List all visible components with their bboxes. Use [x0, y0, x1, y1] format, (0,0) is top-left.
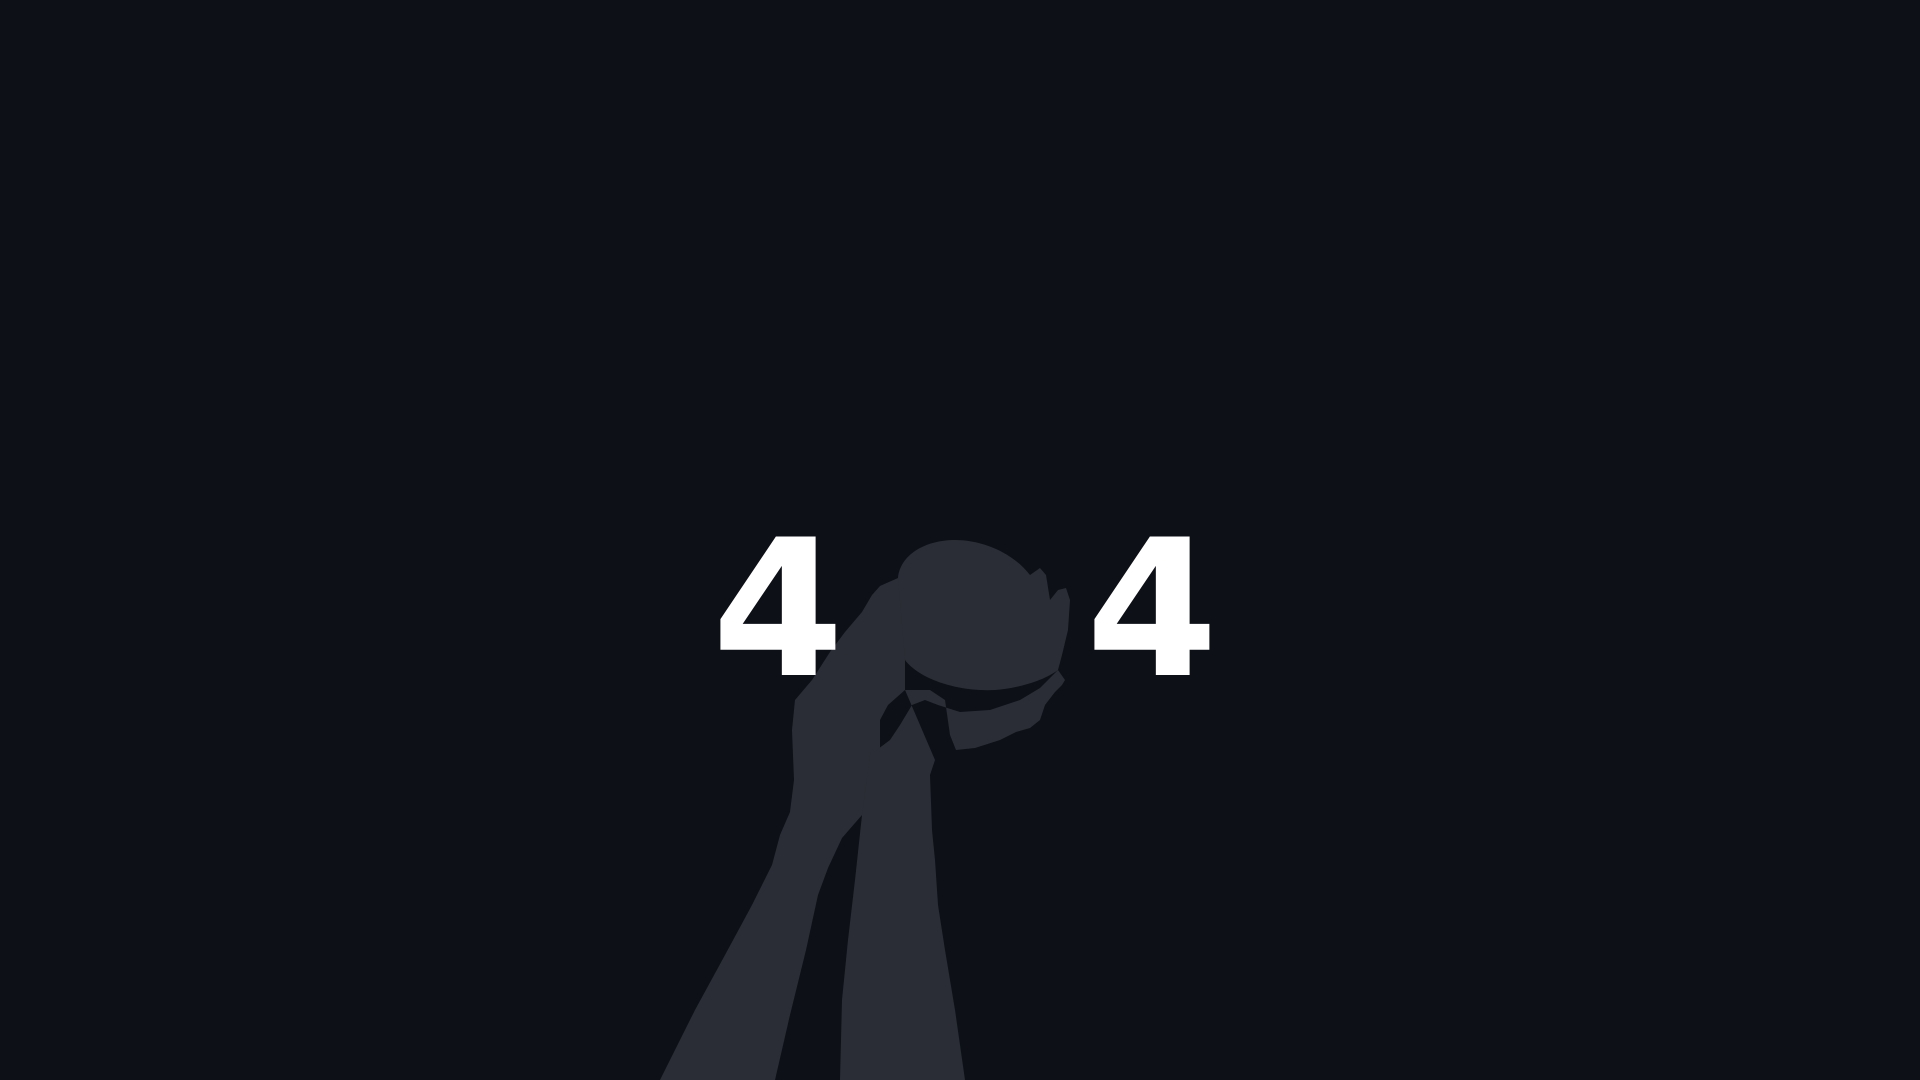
hands-holding-ball-icon [660, 540, 1070, 1080]
error-digit-left: 4 [712, 499, 844, 720]
right-arm-shape [840, 670, 1065, 1080]
left-arm-shape [660, 578, 905, 1080]
ball-shape [892, 540, 1070, 691]
error-digit-right: 4 [1086, 499, 1218, 720]
